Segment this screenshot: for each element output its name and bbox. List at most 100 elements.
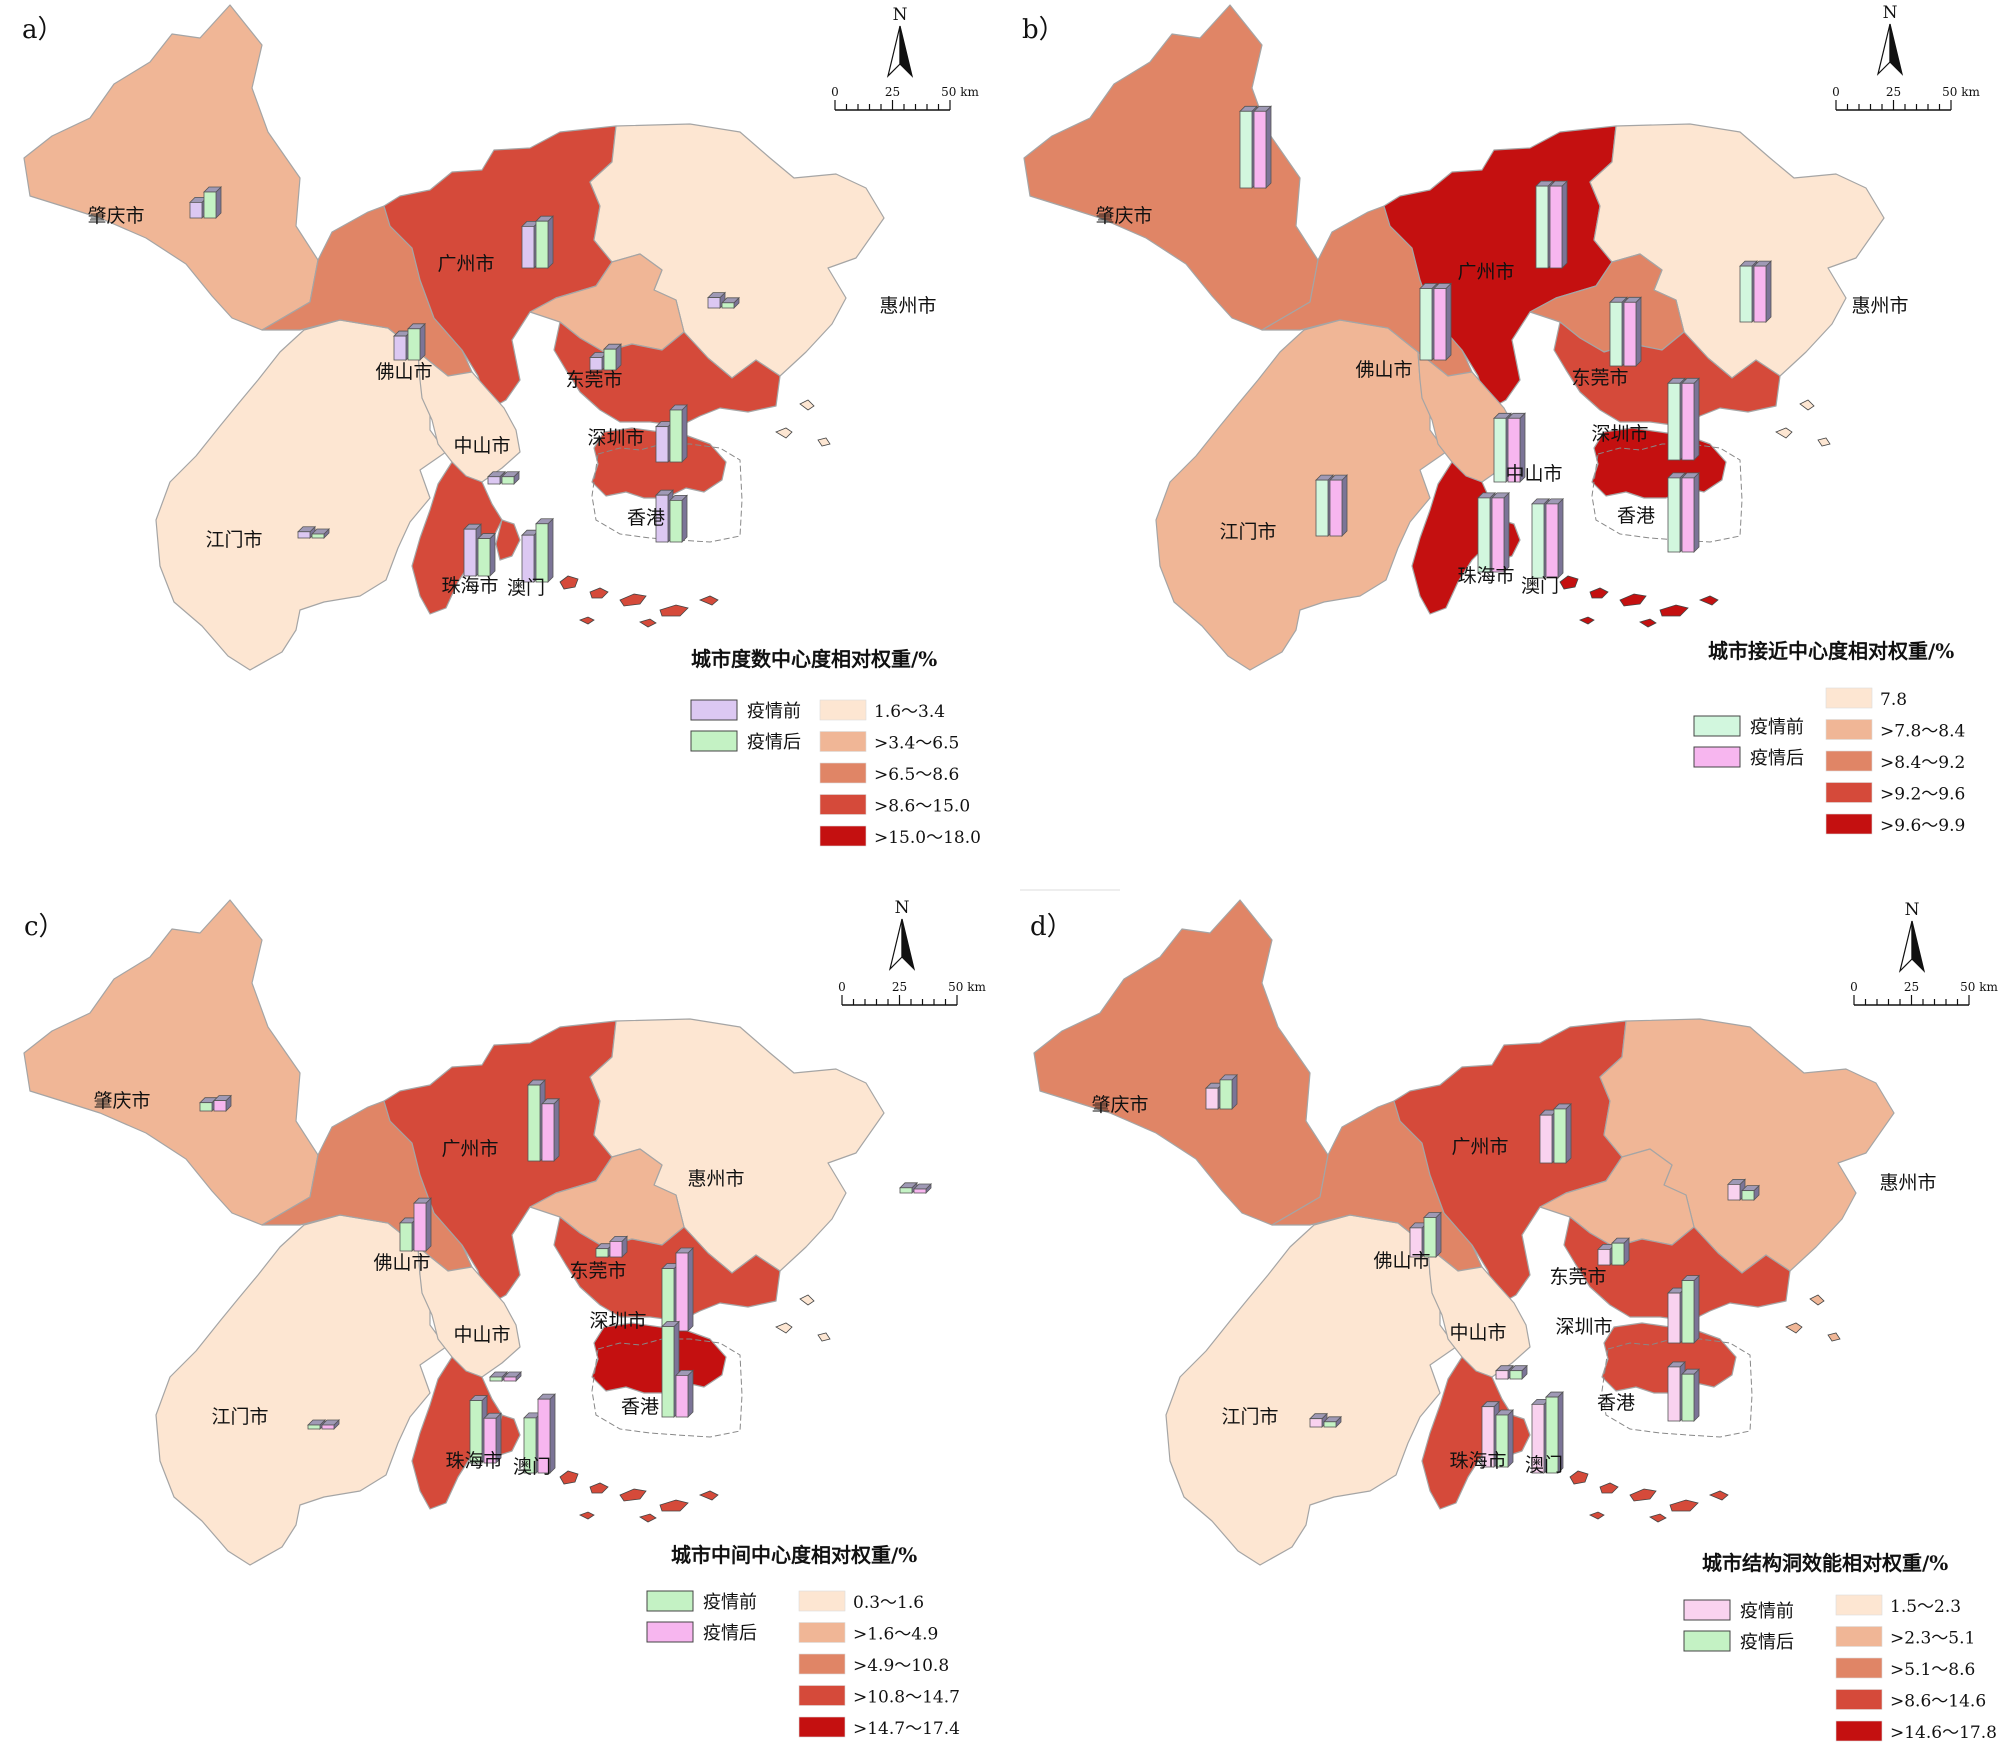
legend-series-label: 疫情后: [703, 1623, 757, 1644]
legend-class-swatch: [819, 762, 867, 784]
region-zhuhai: [1421, 1356, 1513, 1510]
bar-dongguan-after: [603, 343, 622, 371]
city-name-huizhou: 惠州市: [687, 1168, 744, 1190]
bar-huizhou-after: [1753, 260, 1772, 323]
island-shape: [1629, 1488, 1657, 1502]
legend-class-label: >7.8～8.4: [1880, 722, 1965, 742]
north-arrow-left: [1876, 23, 1891, 76]
legend-class-swatch: [1825, 750, 1873, 772]
bar-foshan-after: [1423, 1211, 1442, 1258]
island-shape: [817, 437, 831, 447]
city-name-dongguan: 东莞市: [569, 1260, 626, 1282]
north-arrow-left: [886, 25, 901, 78]
bar-jiangmen-after: [311, 528, 330, 539]
scale-tick-label: 50 km: [1942, 85, 1980, 99]
city-name-foshan: 佛山市: [1355, 359, 1412, 381]
bar-zhaoqing-after: [203, 186, 222, 219]
island-shape: [698, 595, 719, 606]
bar-zhuhai-after: [1491, 491, 1510, 573]
city-name-zhaoqing: 肇庆市: [87, 205, 144, 227]
region-macau: [495, 519, 521, 561]
legend-class-swatch: [819, 825, 867, 847]
bar-huizhou-after: [721, 296, 740, 309]
city-name-dongguan: 东莞市: [565, 369, 622, 391]
legend-class-swatch: [1825, 719, 1873, 740]
bar-hongkong-after: [1681, 471, 1700, 553]
bar-shenzhen-after: [1681, 377, 1700, 461]
legend-series-swatch: [690, 699, 738, 721]
bar-zhuhai-after: [1495, 1409, 1514, 1468]
region-zhaoqing: [1033, 899, 1329, 1226]
island-shape: [589, 1482, 609, 1494]
legend-class-label: >14.7～17.4: [853, 1719, 960, 1739]
city-name-zhuhai: 珠海市: [1449, 1450, 1506, 1472]
island-shape: [1827, 1332, 1841, 1342]
island-shape: [1579, 616, 1595, 625]
north-label: N: [1883, 3, 1898, 23]
legend-series-swatch: [1683, 1599, 1731, 1621]
bar-zhuhai-after: [477, 532, 496, 577]
city-name-zhaoqing: 肇庆市: [1091, 1094, 1148, 1116]
city-polygons: [1023, 4, 1885, 671]
island-shape: [559, 575, 579, 590]
north-arrow: N: [1898, 900, 1926, 973]
region-shenzhen: [553, 321, 781, 427]
legend-class-label: >15.0～18.0: [874, 828, 981, 848]
legend-class-label: >1.6～4.9: [853, 1625, 938, 1645]
bar-zhaoqing-after: [213, 1094, 232, 1112]
city-name-hongkong: 香港: [621, 1396, 659, 1418]
hongkong-boundary-dashed: [1601, 1338, 1753, 1438]
city-polygons: [23, 899, 885, 1566]
city-labels: 肇庆市江门市 佛山市 广州市惠州市东莞市中山市 深圳市香港珠海市澳门: [93, 1090, 744, 1478]
island-shape: [775, 1322, 793, 1334]
legend-class-label: >14.6～17.8: [1890, 1723, 1997, 1743]
bar-dongguan-after: [609, 1235, 628, 1258]
region-hongkong: [591, 1322, 727, 1394]
island-shape: [775, 427, 793, 439]
city-name-dongguan: 东莞市: [1549, 1266, 1606, 1288]
scale-tick-label: 25: [1904, 980, 1919, 994]
panel-label: d）: [1030, 912, 1073, 942]
island-shape: [799, 1294, 815, 1306]
legend-class-label: >9.6～9.9: [1880, 816, 1965, 836]
city-name-shenzhen: 深圳市: [1591, 423, 1648, 445]
scale-bar: 0 25 50 km: [831, 85, 979, 111]
city-name-hongkong: 香港: [1617, 505, 1655, 527]
legend-series-label: 疫情后: [747, 732, 801, 753]
bar-zhaoqing-after: [1253, 105, 1272, 189]
island-shape: [1708, 1490, 1729, 1501]
bar-foshan-after: [1433, 282, 1452, 361]
scale-bar: 0 25 50 km: [838, 980, 986, 1006]
panel-label: c）: [24, 912, 65, 942]
legend-class-swatch: [819, 699, 867, 721]
city-name-zhuhai: 珠海市: [445, 1450, 502, 1472]
island-shape: [799, 399, 815, 411]
legend-class-label: 1.6～3.4: [874, 702, 945, 722]
bar-guangzhou-after: [535, 215, 554, 269]
city-name-hongkong: 香港: [1597, 1392, 1635, 1414]
north-label: N: [1905, 900, 1920, 920]
bar-macau-after: [537, 1393, 556, 1474]
legend-class-label: >5.1～8.6: [1890, 1660, 1975, 1680]
bar-dongguan-after: [1623, 296, 1642, 367]
bar-hongkong-after: [669, 494, 688, 543]
legend-class-label: >8.4～9.2: [1880, 753, 1965, 773]
island-shape: [639, 1513, 657, 1523]
bar-zhongshan-after: [503, 1371, 522, 1382]
city-name-guangzhou: 广州市: [1451, 1136, 1508, 1158]
scale-tick-label: 50 km: [948, 980, 986, 994]
city-labels: 肇庆市江门市 佛山市 广州市惠州市东莞市中山市 深圳市香港珠海市澳门: [87, 205, 936, 599]
legend-class-swatch: [798, 1653, 846, 1675]
bar-foshan-after: [413, 1197, 432, 1252]
island-shape: [1619, 593, 1647, 607]
region-zhongshan: [417, 1246, 521, 1378]
legend-class-label: >9.2～9.6: [1880, 785, 1965, 805]
bar-markers: [1205, 1073, 1760, 1474]
city-name-zhaoqing: 肇庆市: [93, 1090, 150, 1112]
island-shape: [1785, 1322, 1803, 1334]
legend-title: 城市接近中心度相对权重/%: [1708, 639, 1954, 663]
